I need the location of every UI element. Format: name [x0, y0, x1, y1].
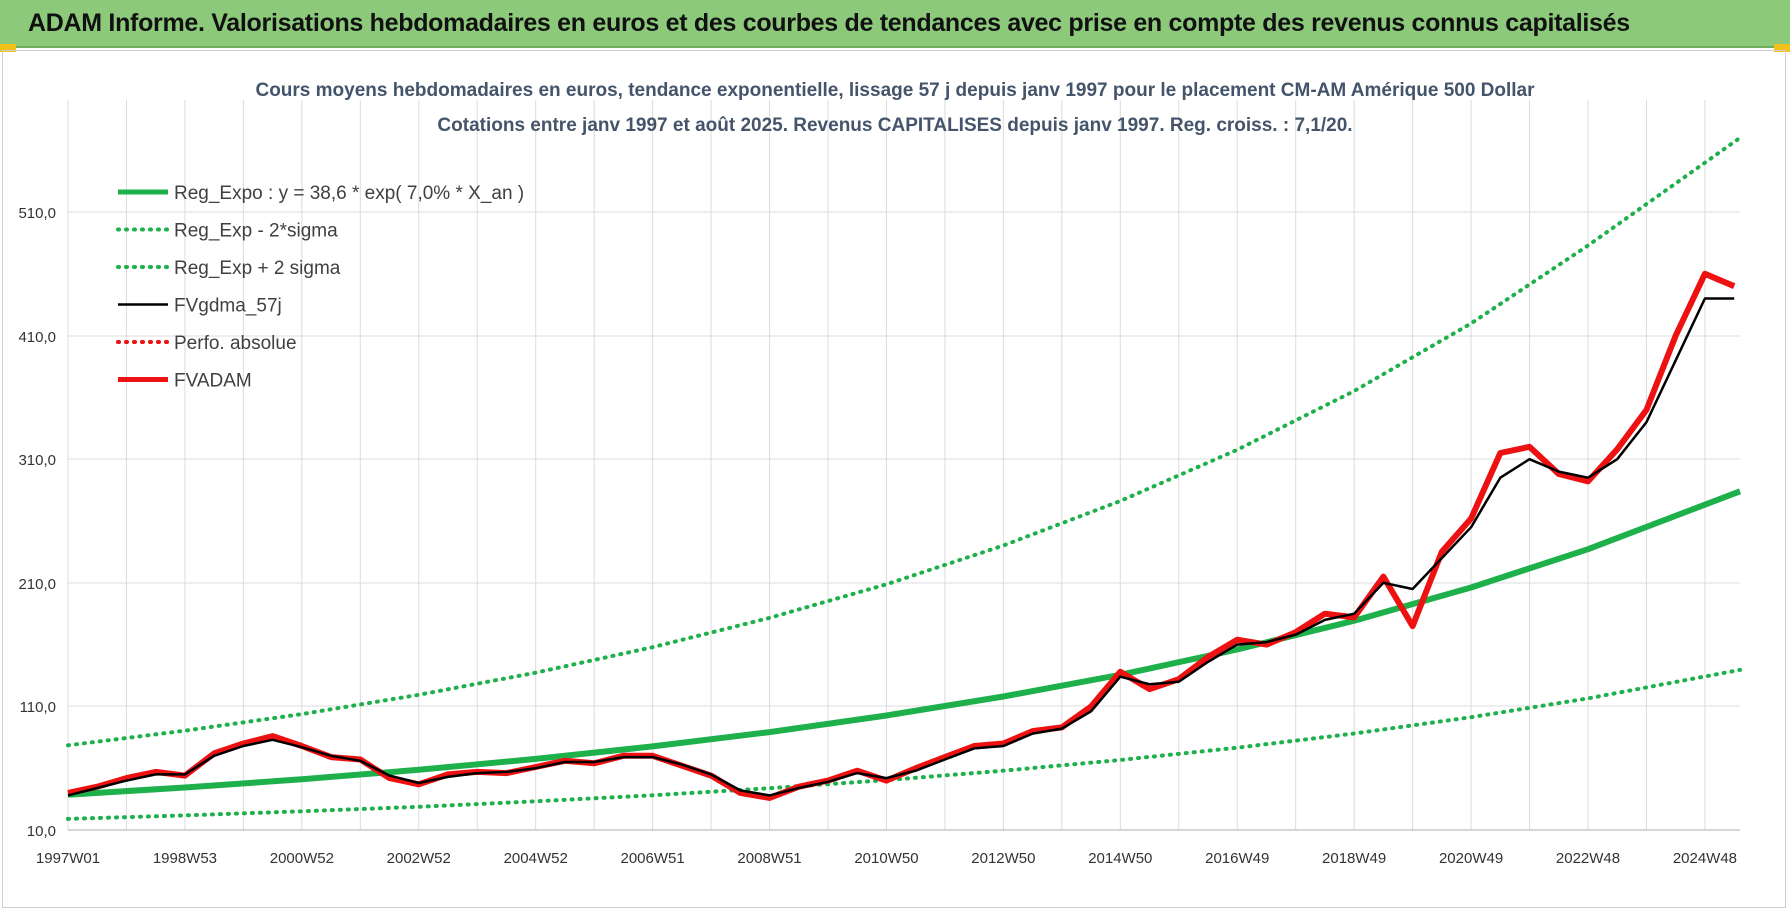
y-tick-label: 410,0 [18, 329, 56, 346]
legend: Reg_Expo : y = 38,6 * exp( 7,0% * X_an )… [116, 183, 524, 392]
legend-label: Reg_Exp + 2 sigma [174, 258, 341, 279]
x-axis: 1997W01 1998W53 2000W52 2002W52 2004W52 2006W… [36, 829, 1740, 867]
corner-mark-left [0, 44, 16, 52]
x-tick-label: 2022W48 [1556, 850, 1620, 867]
y-tick-label: 110,0 [20, 699, 56, 716]
x-tick-label: 2020W49 [1439, 850, 1503, 867]
series-line-reg-exp-minus-2sigma [66, 667, 1742, 821]
x-tick-label: 2016W49 [1205, 850, 1269, 867]
x-tick-label: 2014W50 [1088, 850, 1152, 867]
header-banner: ADAM Informe. Valorisations hebdomadaire… [0, 0, 1790, 48]
y-tick-label: 310,0 [18, 452, 56, 469]
x-tick-label: 2002W52 [387, 850, 451, 867]
chart-subtitle: Cotations entre janv 1997 et août 2025. … [437, 115, 1352, 136]
x-tick-label: 2012W50 [971, 850, 1035, 867]
corner-mark-right [1774, 44, 1790, 52]
x-tick-label: 2000W52 [270, 850, 334, 867]
series-line-reg-exp-plus-2sigma [66, 135, 1742, 748]
series-line-fvadam [67, 270, 1736, 801]
chart-frame [2, 50, 1786, 908]
legend-label: Reg_Expo : y = 38,6 * exp( 7,0% * X_an ) [174, 183, 524, 204]
y-axis: 10,0 110,0 210,0 310,0 410,0 510,0 [18, 205, 56, 840]
legend-label: FVADAM [174, 371, 252, 392]
legend-label: FVgdma_57j [174, 296, 282, 317]
x-tick-label: 2024W48 [1673, 850, 1737, 867]
x-tick-label: 1997W01 [36, 850, 100, 867]
x-tick-label: 2010W50 [854, 850, 918, 867]
x-tick-label: 2018W49 [1322, 850, 1386, 867]
chart-title: Cours moyens hebdomadaires en euros, ten… [255, 80, 1535, 101]
legend-label: Reg_Exp - 2*sigma [174, 221, 338, 242]
legend-label: Perfo. absolue [174, 333, 297, 354]
series-line-fvgdma-57j [67, 297, 1735, 797]
page-title: ADAM Informe. Valorisations hebdomadaire… [28, 9, 1630, 37]
x-tick-label: 2006W51 [621, 850, 685, 867]
y-tick-label: 10,0 [27, 823, 56, 840]
y-tick-label: 510,0 [18, 205, 56, 222]
x-tick-label: 2008W51 [737, 850, 801, 867]
series-layer [66, 135, 1742, 821]
grid [67, 100, 1740, 831]
series-line-reg-expo [67, 488, 1742, 798]
x-tick-label: 2004W52 [504, 850, 568, 867]
x-tick-label: 1998W53 [153, 850, 217, 867]
y-tick-label: 210,0 [18, 576, 56, 593]
